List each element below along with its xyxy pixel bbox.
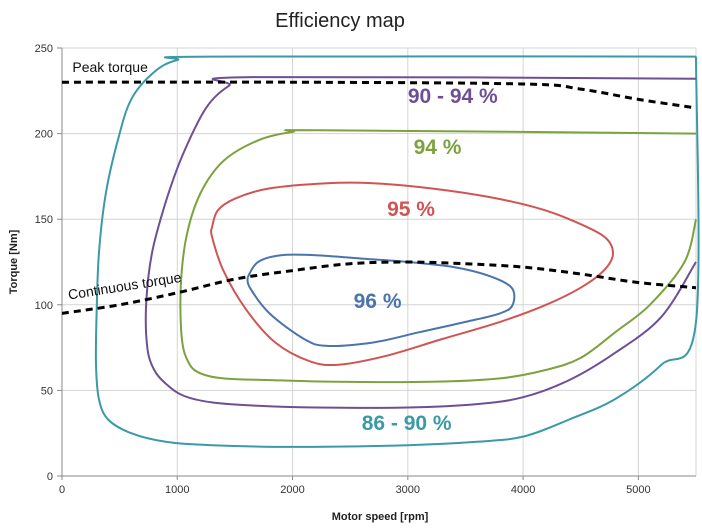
- efficiency-contours: [94, 55, 700, 448]
- x-axis-label: Motor speed [rpm]: [332, 511, 429, 523]
- x-tick-label: 0: [59, 484, 65, 496]
- x-tick-labels: 0 1000 2000 3000 4000 5000: [59, 484, 651, 496]
- contour-line-1: [144, 75, 697, 409]
- contour-line-4: [246, 253, 516, 348]
- contour-label: 96 %: [354, 290, 402, 313]
- contour-label: 94 %: [414, 136, 462, 159]
- y-tick-label: 0: [47, 471, 53, 483]
- contour-line-3: [210, 181, 614, 367]
- reference-line-1: [61, 260, 697, 315]
- y-tick-label: 250: [35, 43, 53, 55]
- y-axis-label: Torque [Nm]: [8, 229, 20, 294]
- reference-line-label: Peak torque: [72, 59, 148, 75]
- y-tick-label: 50: [41, 385, 53, 397]
- contour-line-2: [179, 129, 697, 384]
- y-tick-labels: 0 50 100 150 200 250: [35, 43, 53, 483]
- contour-label: 90 - 94 %: [408, 85, 498, 108]
- y-tick-label: 200: [35, 129, 53, 141]
- x-tick-label: 5000: [626, 484, 650, 496]
- axes: [57, 47, 696, 480]
- contour-line-0: [94, 55, 700, 448]
- y-tick-label: 150: [35, 214, 53, 226]
- reference-line-0: [61, 80, 697, 110]
- contour-label: 86 - 90 %: [362, 412, 452, 435]
- x-tick-label: 2000: [280, 484, 304, 496]
- x-tick-label: 1000: [165, 484, 189, 496]
- grid: [61, 47, 697, 477]
- y-tick-label: 100: [35, 300, 53, 312]
- contour-labels: 86 - 90 % 90 - 94 % 94 % 95 % 96 %: [354, 85, 498, 435]
- chart-title: Efficiency map: [275, 10, 405, 32]
- x-tick-label: 4000: [511, 484, 535, 496]
- contour-label: 95 %: [387, 198, 435, 221]
- x-tick-label: 3000: [396, 484, 420, 496]
